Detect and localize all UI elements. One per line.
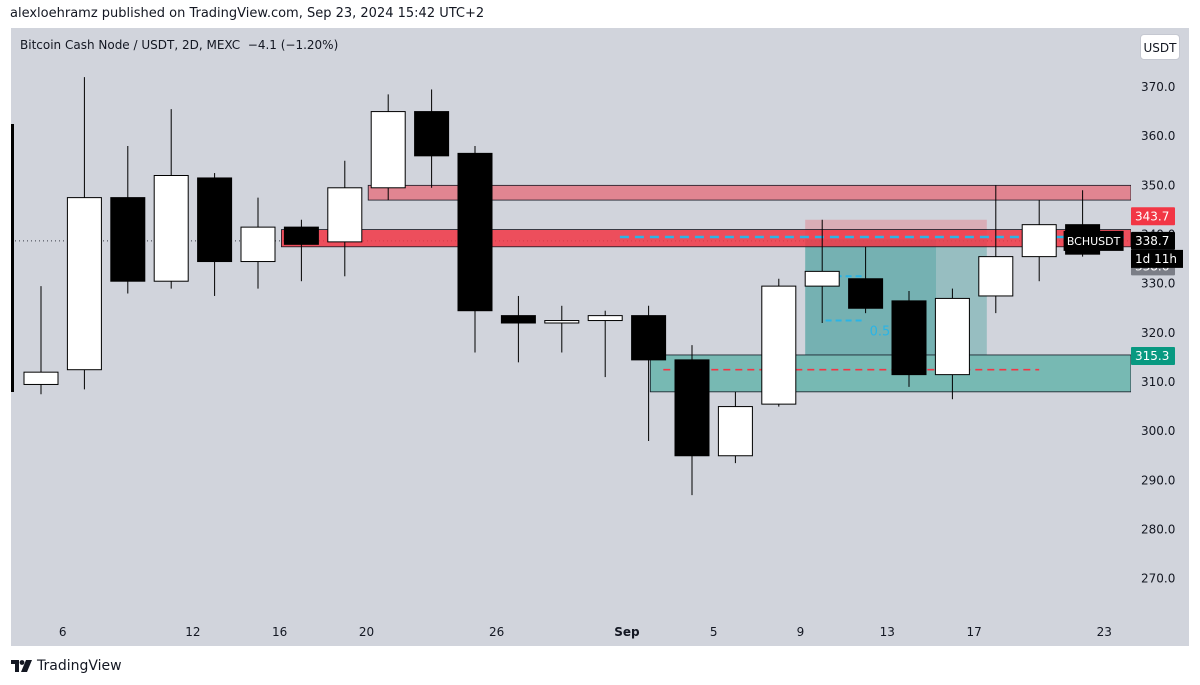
- price-tick-label: 350.0: [1141, 178, 1175, 192]
- candle-body[interactable]: [804, 270, 840, 287]
- price-tick-label: 270.0: [1141, 572, 1175, 586]
- price-label-315.3: 315.3: [1135, 349, 1169, 363]
- candle-body[interactable]: [370, 111, 406, 189]
- price-label-box: [1131, 207, 1175, 226]
- time-tick-12: 12: [185, 625, 200, 639]
- price-tick-label: 370.0: [1141, 80, 1175, 94]
- candle-body[interactable]: [848, 278, 884, 309]
- candle-body[interactable]: [674, 359, 710, 457]
- chart-pane[interactable]: 0.5 BCHUSDT Bitcoin Cash Node / USDT, 2D,…: [11, 28, 1132, 618]
- currency-button[interactable]: USDT: [1140, 34, 1180, 60]
- candle-body[interactable]: [197, 177, 233, 263]
- fib-label: 0.5: [870, 324, 891, 339]
- time-tick-Sep: Sep: [614, 625, 640, 639]
- tradingview-footer[interactable]: TradingView: [11, 656, 122, 676]
- time-tick-9: 9: [797, 625, 805, 639]
- countdown-box: [1131, 249, 1183, 268]
- price-tick-label: 310.0: [1141, 375, 1175, 389]
- symbol-tag-box: [1063, 230, 1124, 251]
- price-label-box: [1131, 346, 1175, 365]
- time-axis[interactable]: 6 12 16 20 26 Sep 5 9 13 17 23: [11, 618, 1131, 646]
- candle-body[interactable]: [457, 152, 493, 312]
- candle-body[interactable]: [327, 187, 363, 243]
- time-tick-6: 6: [59, 625, 67, 639]
- time-tick-23: 23: [1097, 625, 1112, 639]
- candle-body[interactable]: [240, 226, 276, 263]
- countdown-label: 1d 11h: [1135, 252, 1177, 266]
- legend-change: −4.1 (−1.20%): [247, 38, 339, 52]
- candle-body[interactable]: [934, 297, 970, 376]
- chart-frame: 0.5 BCHUSDT Bitcoin Cash Node / USDT, 2D,…: [11, 28, 1189, 646]
- price-label-box: [1131, 231, 1175, 250]
- left-edge-marker: [11, 124, 14, 392]
- price-label-338.7: 338.7: [1135, 234, 1169, 248]
- zone-support[interactable]: [649, 354, 1132, 393]
- time-axis-svg[interactable]: 6 12 16 20 26 Sep 5 9 13 17 23: [11, 618, 1131, 646]
- candle-body[interactable]: [66, 197, 102, 371]
- candle-body[interactable]: [23, 371, 59, 385]
- price-label-343.7: 343.7: [1135, 209, 1169, 223]
- time-tick-16: 16: [272, 625, 287, 639]
- time-tick-20: 20: [359, 625, 374, 639]
- price-tick-label: 330.0: [1141, 277, 1175, 291]
- footer-brand: TradingView: [37, 658, 122, 674]
- symbol-legend[interactable]: Bitcoin Cash Node / USDT, 2D, MEXC −4.1 …: [20, 38, 338, 52]
- price-tick-label: 360.0: [1141, 129, 1175, 143]
- price-tick-label: 300.0: [1141, 424, 1175, 438]
- tradingview-logo-icon: [11, 660, 32, 672]
- candle-body[interactable]: [500, 315, 536, 324]
- publisher-credit: alexloehramz published on TradingView.co…: [10, 6, 485, 21]
- time-tick-13: 13: [880, 625, 895, 639]
- candle-body[interactable]: [414, 111, 450, 157]
- candle-body[interactable]: [1021, 224, 1057, 258]
- price-axis-svg[interactable]: 270.0280.0290.0300.0310.0320.0330.0340.0…: [1131, 28, 1189, 618]
- candle-body[interactable]: [978, 256, 1014, 297]
- time-tick-26: 26: [489, 625, 504, 639]
- candle-body[interactable]: [544, 320, 580, 324]
- candle-body[interactable]: [891, 300, 927, 376]
- candle-body[interactable]: [717, 406, 753, 457]
- price-tick-label: 290.0: [1141, 473, 1175, 487]
- candle-body[interactable]: [761, 285, 797, 405]
- candle-body[interactable]: [110, 197, 146, 282]
- time-tick-17: 17: [966, 625, 981, 639]
- price-axis[interactable]: 270.0280.0290.0300.0310.0320.0330.0340.0…: [1131, 28, 1189, 618]
- candle-body[interactable]: [283, 226, 319, 245]
- time-tick-5: 5: [710, 625, 718, 639]
- symbol-tag-label: BCHUSDT: [1067, 235, 1121, 248]
- price-tick-label: 280.0: [1141, 523, 1175, 537]
- price-chart-svg[interactable]: 0.5 BCHUSDT: [11, 28, 1132, 618]
- price-tick-label: 320.0: [1141, 326, 1175, 340]
- candle-body[interactable]: [587, 315, 623, 322]
- candle-body[interactable]: [153, 175, 189, 282]
- candle-body[interactable]: [631, 315, 667, 361]
- legend-symbol[interactable]: Bitcoin Cash Node / USDT, 2D, MEXC: [20, 38, 241, 52]
